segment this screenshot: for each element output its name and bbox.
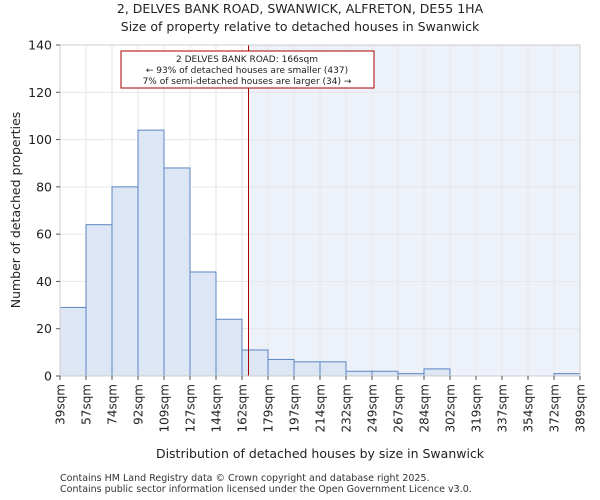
x-tick-label-197sqm: 197sqm — [288, 384, 302, 432]
bar-284sqm — [423, 368, 451, 377]
property-annotation: 2 DELVES BANK ROAD: 166sqm ← 93% of deta… — [120, 50, 375, 89]
bar-127sqm — [189, 271, 217, 377]
y-tick-label-120: 120 — [28, 85, 52, 100]
x-tick-label-284sqm: 284sqm — [418, 384, 432, 432]
bar-109sqm — [163, 167, 191, 377]
bars — [59, 129, 581, 377]
y-tick-label-0: 0 — [44, 369, 52, 384]
footer-line-2: Contains public sector information licen… — [60, 484, 472, 495]
annotation-line-1: 2 DELVES BANK ROAD: 166sqm — [176, 55, 318, 65]
x-tick-label-267sqm: 267sqm — [392, 384, 406, 432]
bar-162sqm — [241, 349, 269, 377]
y-tick-label-20: 20 — [36, 321, 52, 336]
chart-title: 2, DELVES BANK ROAD, SWANWICK, ALFRETON,… — [117, 1, 484, 16]
bar-232sqm — [345, 370, 373, 377]
x-tick-label-109sqm: 109sqm — [158, 384, 172, 432]
x-tick-label-232sqm: 232sqm — [340, 384, 354, 432]
footer-line-1: Contains HM Land Registry data © Crown c… — [60, 473, 430, 484]
x-tick-label-57sqm: 57sqm — [80, 384, 94, 425]
x-axis-ticks: 39sqm 57sqm 74sqm 92sqm 109sqm 127sqm 144sqm 16… — [54, 376, 588, 432]
x-tick-label-127sqm: 127sqm — [184, 384, 198, 432]
x-tick-label-337sqm: 337sqm — [496, 384, 510, 432]
bar-214sqm — [319, 361, 347, 377]
plot-area — [59, 44, 581, 377]
bar-249sqm — [371, 370, 399, 377]
x-axis-label: Distribution of detached houses by size … — [156, 446, 485, 461]
bar-179sqm — [267, 358, 295, 377]
y-tick-label-100: 100 — [28, 132, 52, 147]
bar-74sqm — [111, 186, 139, 377]
annotation-line-2: ← 93% of detached houses are smaller (43… — [146, 66, 348, 76]
larger-region-shading — [248, 45, 580, 376]
chart-subtitle: Size of property relative to detached ho… — [121, 19, 480, 34]
bar-197sqm — [293, 361, 321, 377]
x-tick-label-214sqm: 214sqm — [314, 384, 328, 432]
x-tick-label-249sqm: 249sqm — [366, 384, 380, 432]
x-tick-label-319sqm: 319sqm — [470, 384, 484, 432]
y-tick-label-60: 60 — [36, 227, 52, 242]
x-tick-label-372sqm: 372sqm — [548, 384, 562, 432]
x-tick-label-179sqm: 179sqm — [262, 384, 276, 432]
bar-57sqm — [85, 224, 113, 377]
x-tick-label-92sqm: 92sqm — [132, 384, 146, 425]
y-tick-label-140: 140 — [28, 38, 52, 53]
x-tick-label-354sqm: 354sqm — [522, 384, 536, 432]
x-tick-label-302sqm: 302sqm — [444, 384, 458, 432]
x-tick-label-162sqm: 162sqm — [236, 384, 250, 432]
y-tick-label-80: 80 — [36, 179, 52, 194]
annotation-line-3: 7% of semi-detached houses are larger (3… — [143, 77, 352, 87]
annotation-box — [120, 50, 375, 89]
x-tick-label-144sqm: 144sqm — [210, 384, 224, 432]
bar-144sqm — [215, 318, 243, 377]
x-tick-label-39sqm: 39sqm — [54, 384, 68, 425]
bar-92sqm — [137, 129, 165, 377]
y-axis-label: Number of detached properties — [8, 112, 23, 309]
bar-39sqm — [59, 306, 87, 377]
y-tick-label-40: 40 — [36, 274, 52, 289]
y-axis-ticks: 0 20 40 60 80 100 120 140 — [28, 38, 60, 384]
histogram-chart: 2, DELVES BANK ROAD, SWANWICK, ALFRETON,… — [8, 1, 588, 461]
x-tick-label-74sqm: 74sqm — [106, 384, 120, 425]
x-tick-label-389sqm: 389sqm — [574, 384, 588, 432]
